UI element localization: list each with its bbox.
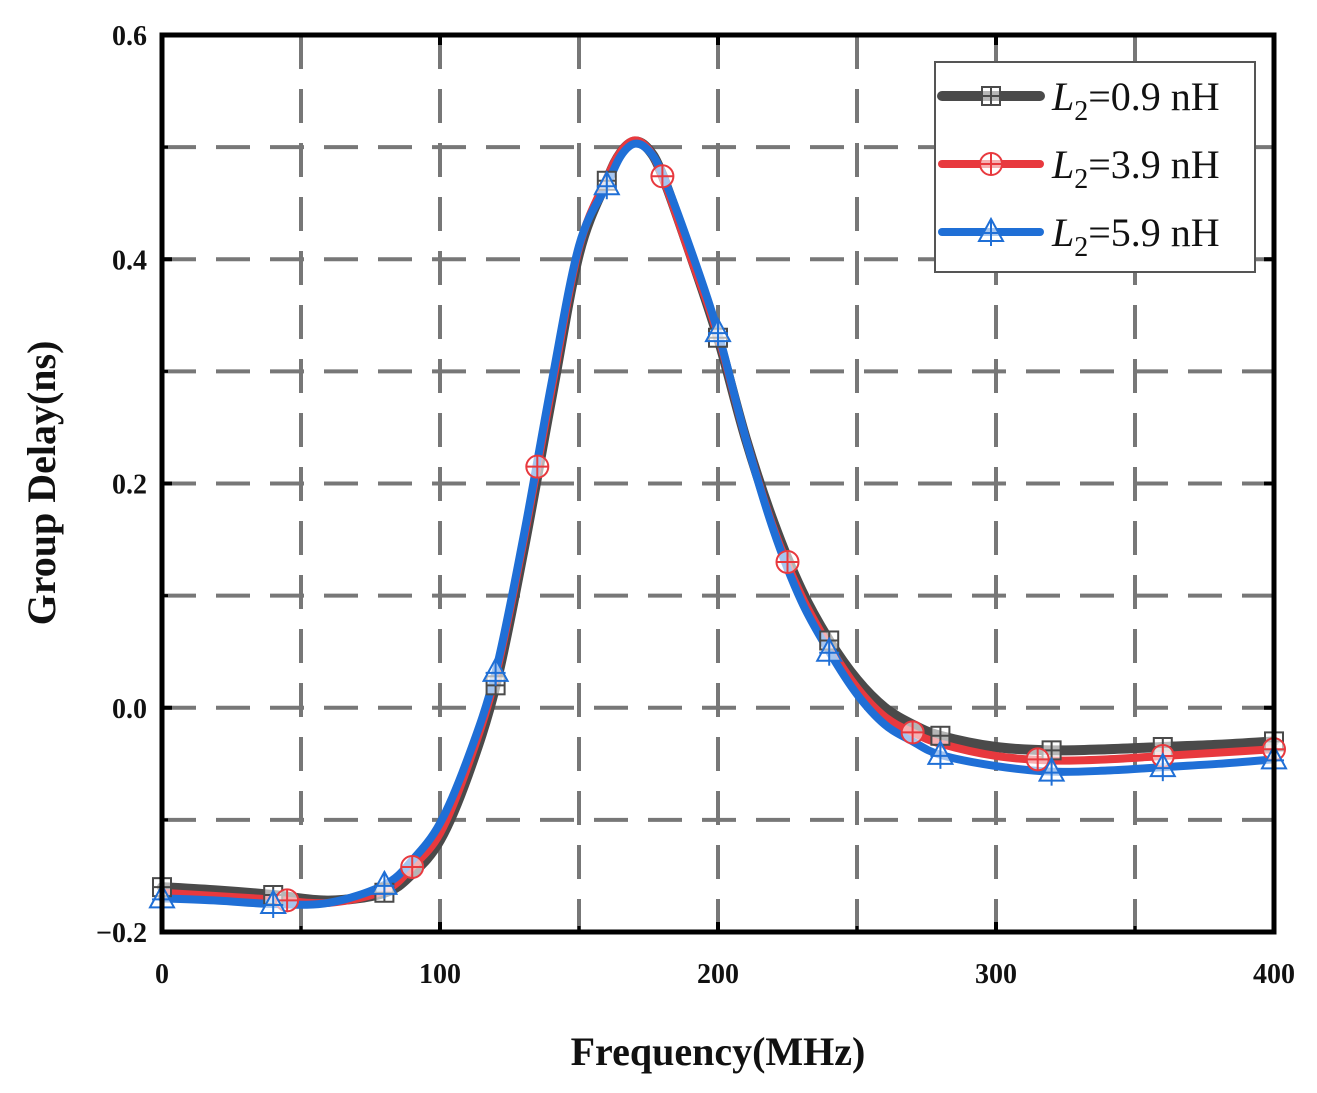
legend-label-subscript: 2	[1074, 96, 1088, 127]
tick-layer: 0 100 200 300 400 −0.2 0.0 0.2 0.4 0.6	[96, 21, 1295, 990]
legend-label-variable: L	[1051, 210, 1074, 255]
legend-marker	[979, 152, 1003, 176]
y-tick-label: 0.4	[112, 245, 147, 276]
y-tick-label: 0.0	[112, 694, 147, 725]
legend-entry-1: L2=0.9 nH	[937, 74, 1220, 127]
legend-label-value: =3.9 nH	[1088, 142, 1219, 187]
legend-marker	[977, 216, 1005, 246]
series-2-marker	[900, 720, 925, 745]
x-axis-title: Frequency(MHz)	[571, 1029, 866, 1074]
legend-label: L2=5.9 nH	[1051, 210, 1220, 263]
legend-label-variable: L	[1051, 74, 1074, 119]
legend-entry-2: L2=3.9 nH	[938, 142, 1220, 195]
series-3-marker	[481, 656, 510, 686]
y-tick-label: 0.6	[112, 21, 147, 52]
series-2-marker	[1025, 747, 1050, 772]
legend-label: L2=3.9 nH	[1051, 142, 1220, 195]
series-2-marker	[775, 549, 800, 574]
legend-label: L2=0.9 nH	[1051, 74, 1220, 127]
series-2-marker	[400, 854, 425, 879]
x-tick-label: 200	[697, 959, 739, 990]
series-3-marker	[593, 170, 621, 200]
y-tick-label: 0.2	[112, 470, 147, 501]
legend-marker	[981, 86, 1001, 106]
series-2-marker	[650, 164, 675, 189]
legend-label-variable: L	[1051, 142, 1074, 187]
legend-entry-3: L2=5.9 nH	[938, 210, 1220, 263]
x-tick-label: 0	[155, 959, 169, 990]
series-2-marker	[525, 454, 550, 479]
legend-label-value: =5.9 nH	[1088, 210, 1219, 255]
series-3-marker	[259, 888, 287, 918]
series-3-marker	[1037, 756, 1066, 786]
series-3-marker	[926, 739, 955, 769]
series-3-marker	[815, 636, 843, 666]
grid-layer	[162, 35, 1274, 932]
x-tick-label: 300	[975, 959, 1017, 990]
legend-label-subscript: 2	[1074, 232, 1088, 263]
legend-label-subscript: 2	[1074, 164, 1088, 195]
series-3-marker	[704, 317, 732, 347]
y-axis-title: Group Delay(ns)	[19, 341, 64, 626]
y-tick-label: −0.2	[96, 918, 147, 949]
legend-label-value: =0.9 nH	[1088, 74, 1219, 119]
x-tick-label: 100	[419, 959, 461, 990]
series-3-marker	[370, 869, 399, 899]
series-3-marker	[1149, 752, 1177, 782]
x-tick-label: 400	[1253, 959, 1295, 990]
